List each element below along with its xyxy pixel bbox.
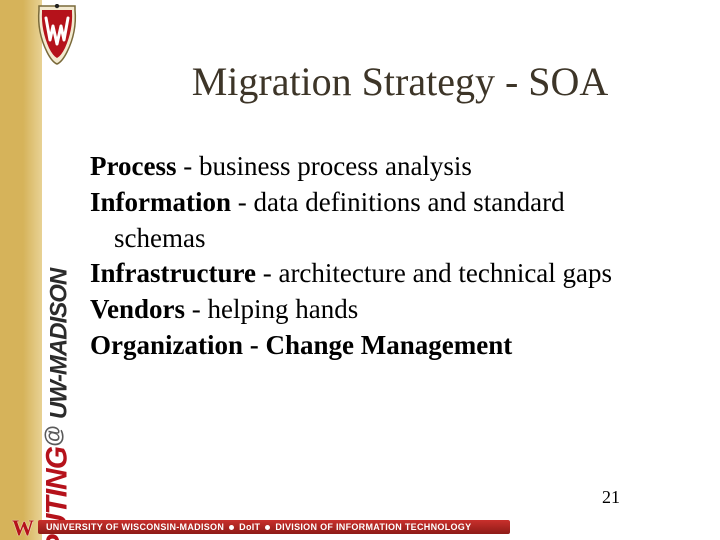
slide-title: Migration Strategy - SOA (120, 58, 680, 105)
body-line: Process - business process analysis (90, 150, 698, 184)
footer-seg-2: DoIT (239, 522, 260, 532)
footer-seg-3: DIVISION OF INFORMATION TECHNOLOGY (275, 522, 471, 532)
body-line: Information - data definitions and stand… (90, 186, 698, 220)
footer: W UNIVERSITY OF WISCONSIN-MADISON DoIT D… (0, 520, 720, 540)
slide-body: Process - business process analysis Info… (90, 150, 698, 365)
body-line: schemas (90, 222, 698, 256)
body-line: Vendors - helping hands (90, 293, 698, 327)
sidebar: COMPUTING@ UW-MADISON (0, 0, 80, 540)
badge-uw: UW-MADISON (45, 269, 72, 419)
footer-w-icon: W (12, 518, 38, 538)
page-number: 21 (602, 487, 620, 508)
sidebar-gradient (0, 0, 42, 540)
badge-at-icon: @ (40, 426, 65, 446)
footer-seg-1: UNIVERSITY OF WISCONSIN-MADISON (46, 522, 224, 532)
body-line: Organization - Change Management (90, 329, 698, 363)
dot-icon (265, 525, 270, 530)
crest-logo (35, 4, 79, 66)
slide: COMPUTING@ UW-MADISON Migration Strategy… (0, 0, 720, 540)
body-line: Infrastructure - architecture and techni… (90, 257, 698, 291)
vertical-badge: COMPUTING@ UW-MADISON (42, 72, 72, 462)
dot-icon (229, 525, 234, 530)
footer-bar: UNIVERSITY OF WISCONSIN-MADISON DoIT DIV… (38, 520, 510, 534)
